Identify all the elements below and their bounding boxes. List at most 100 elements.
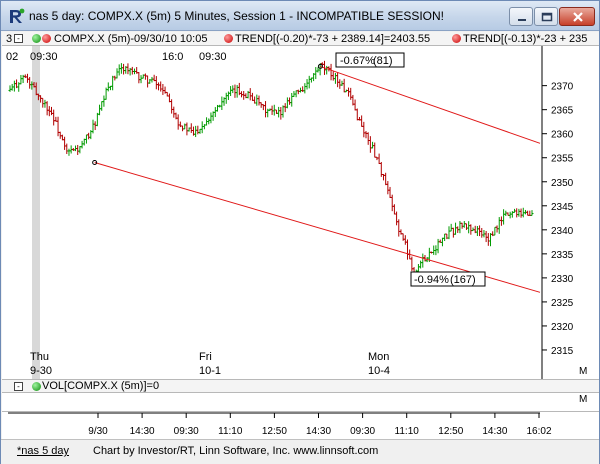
ohlc-bar — [209, 112, 213, 124]
trendline-anchor[interactable] — [317, 63, 323, 69]
price-chart-panel[interactable]: 2315 2320 2325 2330 2335 2340 2345 2350 2355 2360… — [2, 46, 599, 379]
trend-annotation-upper-bars: (81) — [373, 55, 393, 67]
ohlc-bar — [143, 73, 147, 80]
ohlc-bar — [130, 66, 134, 75]
panel-collapse-toggle[interactable]: - — [14, 34, 23, 43]
date-label-mon: 10-4 — [368, 365, 390, 377]
minimize-icon — [518, 19, 526, 21]
ohlc-bar — [353, 99, 357, 111]
maximize-button[interactable] — [534, 7, 558, 26]
ohlc-bar — [189, 123, 193, 133]
trend1-status-icon[interactable] — [224, 34, 233, 43]
ohlc-bar — [196, 125, 200, 135]
price-status-icon[interactable] — [32, 34, 41, 43]
ohlc-bar — [469, 224, 473, 235]
ohlc-bar — [167, 93, 171, 103]
time-tick-label: 09:30 — [174, 426, 199, 437]
trend1-indicator-label[interactable]: TREND[(-0.20)*-73 + 2389.14]=2403.55 — [235, 33, 431, 45]
ohlc-bar — [519, 208, 523, 218]
ohlc-bar — [80, 140, 84, 149]
ohlc-bar — [25, 73, 29, 83]
price-tick-label: 2335 — [551, 250, 574, 261]
ohlc-bar — [364, 131, 368, 139]
window-title: nas 5 day: COMPX.X (5m) 5 Minutes, Sessi… — [29, 9, 445, 23]
close-button[interactable] — [559, 7, 595, 26]
trend-annotation-lower-box[interactable] — [410, 271, 486, 287]
ohlc-bar — [489, 233, 493, 247]
day-label-thu: Thu — [30, 351, 49, 363]
volume-panel[interactable]: M — [2, 393, 599, 411]
maximize-icon — [541, 12, 553, 22]
title-bar[interactable]: nas 5 day: COMPX.X (5m) 5 Minutes, Sessi… — [1, 1, 599, 31]
ohlc-bar — [314, 67, 318, 80]
close-icon — [573, 12, 583, 22]
chart-page-tab[interactable]: *nas 5 day — [17, 445, 69, 457]
time-tick-label: 14:30 — [306, 426, 331, 437]
ohlc-bar — [360, 115, 364, 127]
ohlc-bar — [23, 74, 27, 79]
ohlc-bar — [8, 85, 12, 92]
ohlc-bar — [264, 101, 268, 118]
price-indicator-label[interactable]: COMPX.X (5m)-09/30/10 10:05 — [54, 33, 208, 45]
ohlc-bar — [229, 86, 233, 97]
ohlc-bar — [119, 63, 123, 74]
ohlc-bar — [497, 217, 501, 234]
minimize-button[interactable] — [509, 7, 533, 26]
ohlc-bar — [443, 233, 447, 241]
ohlc-bar — [98, 104, 102, 116]
ohlc-bar — [137, 72, 141, 84]
ohlc-bar — [288, 97, 292, 105]
ohlc-bar — [447, 226, 451, 240]
indicator-row: 3 - COMPX.X (5m)-09/30/10 10:05 TREND[(-… — [2, 32, 599, 46]
ohlc-bar — [508, 211, 512, 219]
ohlc-bar — [303, 83, 307, 94]
ohlc-bar — [255, 94, 259, 106]
indicator-tick-label: 3 — [6, 33, 13, 45]
ohlc-bar — [150, 76, 154, 83]
ohlc-bar — [484, 230, 488, 243]
ohlc-bar — [12, 80, 16, 92]
ohlc-bar — [515, 208, 519, 218]
ohlc-bar — [213, 107, 217, 118]
ohlc-bar — [502, 209, 506, 225]
ohlc-bar — [421, 253, 425, 268]
ohlc-bar — [220, 96, 224, 110]
time-axis-ticks: 9/30 14:30 09:30 11:10 12:50 14:30 09:30 11:10 1… — [8, 412, 552, 437]
ohlc-bar — [154, 76, 158, 90]
ohlc-bar — [331, 71, 335, 81]
ohlc-bar — [333, 72, 337, 84]
price-color-icon[interactable] — [42, 34, 51, 43]
ohlc-bar — [406, 239, 410, 260]
time-tick-label: 11:10 — [218, 426, 243, 437]
volume-status-icon[interactable] — [32, 382, 41, 391]
trend2-status-icon[interactable] — [452, 34, 461, 43]
ohlc-bar — [395, 211, 399, 226]
trend-annotation-upper-box[interactable] — [335, 52, 405, 68]
trend-annotation-lower-pct: -0.94% — [414, 274, 449, 286]
price-chart[interactable]: 2315 2320 2325 2330 2335 2340 2345 2350 2355 2360… — [2, 46, 599, 379]
ohlc-bar — [368, 136, 372, 153]
volume-indicator-label[interactable]: VOL[COMPX.X (5m)]=0 — [42, 380, 160, 392]
ohlc-bar — [95, 112, 99, 127]
left-time-label-a: 02 — [6, 51, 18, 63]
ohlc-bar — [146, 75, 150, 88]
ohlc-bar — [176, 114, 180, 130]
ohlc-bar — [87, 132, 91, 140]
ohlc-bar — [373, 142, 377, 158]
price-tick-label: 2350 — [551, 178, 574, 189]
volume-header: - VOL[COMPX.X (5m)]=0 — [2, 379, 599, 393]
ohlc-bar — [493, 226, 497, 236]
price-tick-label: 2365 — [551, 106, 574, 117]
ohlc-bar — [440, 237, 444, 247]
time-tick-label: 14:30 — [130, 426, 155, 437]
time-tick-label: 11:10 — [395, 426, 420, 437]
trend-annotation-upper-pct: -0.67% — [340, 55, 375, 67]
volume-collapse-toggle[interactable]: - — [14, 382, 23, 391]
trendline-anchor[interactable] — [92, 160, 98, 166]
ohlc-bar — [329, 63, 333, 81]
trend2-indicator-label[interactable]: TREND[(-0.13)*-23 + 235 — [463, 33, 588, 45]
ohlc-bar — [111, 75, 115, 91]
ohlc-bar — [464, 223, 468, 230]
trendline-2[interactable] — [320, 65, 541, 144]
trendline-1[interactable] — [94, 162, 541, 293]
